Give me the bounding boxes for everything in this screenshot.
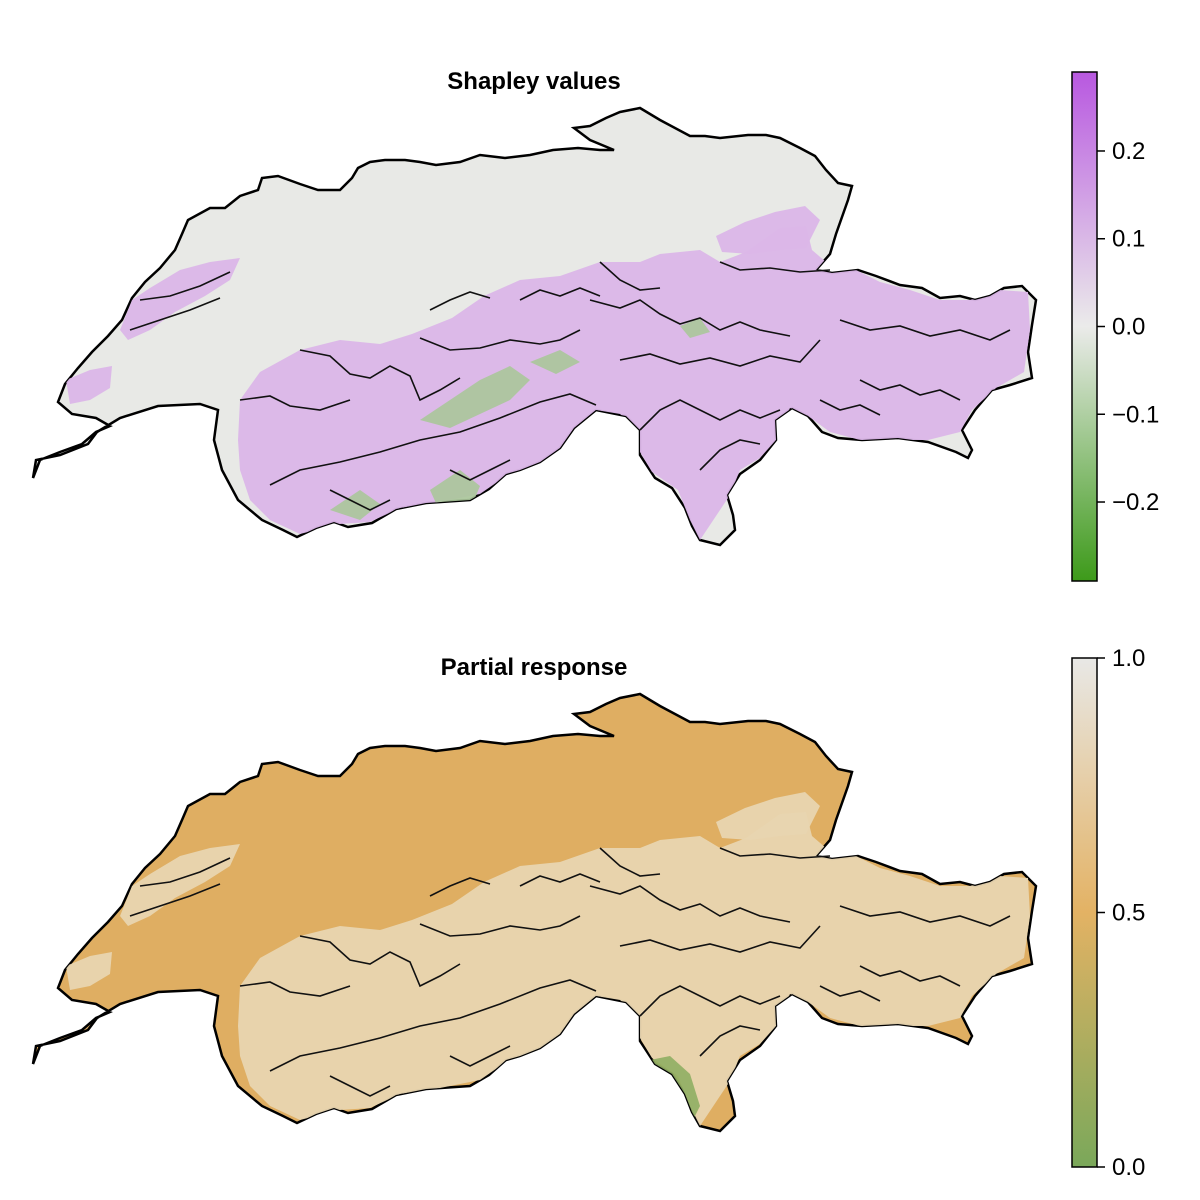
contour-line-15 <box>859 379 961 401</box>
contour-line-10 <box>239 981 351 997</box>
partial-elevation-contours <box>129 847 1011 1097</box>
contour-line-13 <box>329 489 391 511</box>
contour-line-9 <box>129 883 221 917</box>
contour-line-6 <box>639 985 781 1017</box>
contour-line-10 <box>239 395 351 411</box>
contour-line-18 <box>429 291 491 311</box>
contour-line-1 <box>299 935 461 988</box>
panel-title-partial-response: Partial response <box>440 654 628 681</box>
contour-line-12 <box>599 847 661 877</box>
shapley-map <box>31 106 1038 547</box>
contour-line-13 <box>329 1075 391 1097</box>
colorbar-shapley-bar <box>1071 71 1098 582</box>
colorbar-shapley-ticks: 0.2 0.1 0.0 −0.1 −0.2 <box>1097 138 1159 516</box>
alpine-region-0 <box>238 812 1030 1126</box>
shapley-tick-label-4: −0.2 <box>1112 489 1159 516</box>
contour-line-8 <box>139 271 231 301</box>
shapley-tick-label-0: 0.2 <box>1112 138 1145 165</box>
contour-line-17 <box>519 287 601 301</box>
alpine-region-3 <box>66 366 112 404</box>
alpine-region-2 <box>716 792 820 840</box>
colorbar-partial-ticks: 1.0 0.5 0.0 <box>1097 645 1145 1181</box>
contour-line-11 <box>719 261 831 273</box>
contour-line-16 <box>819 399 881 416</box>
panel-title-shapley: Shapley values <box>447 68 621 95</box>
partial-tick-label-2: 0.0 <box>1112 1154 1145 1181</box>
partial-tick-label-0: 1.0 <box>1112 645 1145 672</box>
alpine-region-0 <box>238 226 1030 540</box>
alpine-region-1 <box>120 844 240 926</box>
contour-line-17 <box>519 873 601 887</box>
contour-line-1 <box>299 349 461 402</box>
colorbar-partial-bar <box>1071 657 1098 1168</box>
partial-tick-label-1: 0.5 <box>1112 900 1145 927</box>
accent-region-4 <box>680 318 710 338</box>
contour-line-4 <box>619 925 821 953</box>
contour-line-7 <box>699 1025 761 1057</box>
contour-line-5 <box>839 905 1011 927</box>
contour-line-8 <box>139 857 231 887</box>
alpine-region-1 <box>120 258 240 340</box>
contour-line-2 <box>419 915 581 937</box>
colorbar-shapley: 0.2 0.1 0.0 −0.1 −0.2 <box>1071 71 1159 582</box>
contour-line-18 <box>429 877 491 897</box>
accent-region-3 <box>530 350 580 374</box>
contour-line-14 <box>449 459 511 481</box>
contour-line-0 <box>269 979 597 1072</box>
contour-line-0 <box>269 393 597 486</box>
alpine-region-2 <box>716 206 820 254</box>
contour-line-14 <box>449 1045 511 1067</box>
contour-line-4 <box>619 339 821 367</box>
contour-line-16 <box>819 985 881 1002</box>
accent-region-0 <box>420 366 530 428</box>
shapley-tick-label-3: −0.1 <box>1112 401 1159 428</box>
partial-response-map <box>31 692 1038 1133</box>
shapley-tick-label-2: 0.0 <box>1112 314 1145 341</box>
contour-line-3 <box>589 885 791 923</box>
colorbar-partial: 1.0 0.5 0.0 <box>1071 645 1145 1181</box>
alpine-region-3 <box>66 952 112 990</box>
contour-line-7 <box>699 439 761 471</box>
contour-line-3 <box>589 299 791 337</box>
contour-line-15 <box>859 965 961 987</box>
contour-line-6 <box>639 399 781 431</box>
accent-region-1 <box>330 490 380 520</box>
contour-line-9 <box>129 297 221 331</box>
contour-line-2 <box>419 329 581 351</box>
shapley-tick-label-1: 0.1 <box>1112 226 1145 253</box>
shapley-elevation-contours <box>129 261 1011 511</box>
contour-line-11 <box>719 847 831 859</box>
shapley-alpine-regions <box>66 206 1030 540</box>
contour-line-5 <box>839 319 1011 341</box>
contour-line-12 <box>599 261 661 291</box>
